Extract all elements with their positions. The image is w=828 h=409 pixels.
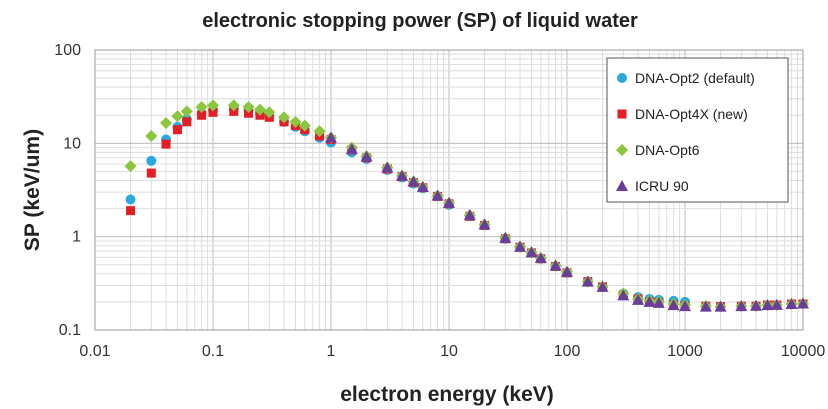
data-point xyxy=(145,130,157,142)
x-tick-label: 1000 xyxy=(667,343,703,360)
legend-label: ICRU 90 xyxy=(635,178,689,194)
legend-item: DNA-Opt2 (default) xyxy=(617,70,755,86)
data-point xyxy=(126,195,136,205)
x-tick-label: 10000 xyxy=(781,343,826,360)
y-tick-label: 0.1 xyxy=(59,322,81,339)
chart-title: electronic stopping power (SP) of liquid… xyxy=(202,10,638,32)
data-point xyxy=(160,117,172,129)
data-point xyxy=(125,160,137,172)
legend-item: DNA-Opt4X (new) xyxy=(618,106,748,122)
y-axis-ticks: 0.1 1 10 100 xyxy=(54,42,81,339)
data-point xyxy=(182,117,191,126)
legend-label: DNA-Opt4X (new) xyxy=(635,106,748,122)
x-axis-ticks: 0.01 0.1 1 10 100 1000 10000 xyxy=(79,343,825,360)
x-axis-label: electron energy (keV) xyxy=(340,383,554,406)
x-tick-label: 100 xyxy=(554,343,581,360)
data-point xyxy=(147,169,156,178)
legend-label: DNA-Opt6 xyxy=(635,142,700,158)
x-tick-label: 0.01 xyxy=(79,343,110,360)
x-tick-label: 0.1 xyxy=(202,343,224,360)
y-tick-label: 1 xyxy=(72,229,81,246)
data-point xyxy=(173,125,182,134)
x-tick-label: 1 xyxy=(327,343,336,360)
y-tick-label: 100 xyxy=(54,42,81,59)
legend-marker xyxy=(618,110,627,119)
data-point xyxy=(162,140,171,149)
legend-label: DNA-Opt2 (default) xyxy=(635,70,755,86)
legend-marker xyxy=(617,73,627,83)
data-point xyxy=(146,156,156,166)
series-1 xyxy=(126,104,690,307)
y-tick-label: 10 xyxy=(63,135,81,152)
x-tick-label: 10 xyxy=(440,343,458,360)
legend: DNA-Opt2 (default) DNA-Opt4X (new) DNA-Opt… xyxy=(607,58,788,202)
data-point xyxy=(126,206,135,215)
y-axis-label: SP (keV/um) xyxy=(21,129,44,251)
